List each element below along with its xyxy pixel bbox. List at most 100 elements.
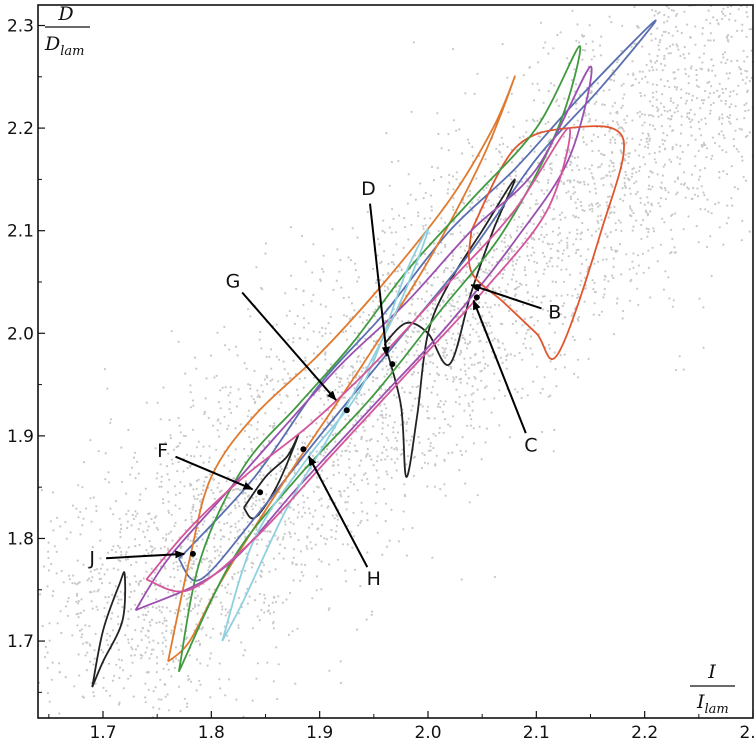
background-point [355, 360, 359, 363]
background-point [245, 552, 248, 555]
background-point [306, 536, 309, 539]
background-point [606, 195, 610, 198]
background-point [88, 591, 92, 594]
annotation-label-c: C [524, 435, 537, 457]
background-point [660, 62, 663, 65]
background-point [327, 398, 330, 401]
background-point [250, 566, 254, 569]
background-point [365, 319, 368, 322]
y-tick-label: 2.3 [7, 17, 34, 37]
background-point [545, 262, 548, 265]
background-point [410, 110, 413, 113]
background-point [637, 264, 641, 267]
background-point [303, 376, 306, 380]
background-point [696, 187, 699, 190]
background-point [547, 121, 550, 124]
background-point [468, 142, 471, 145]
background-point [127, 509, 130, 512]
background-point [694, 43, 697, 46]
annotation-arrow-b [470, 284, 542, 310]
background-point [577, 168, 581, 171]
background-point [552, 208, 555, 211]
background-point [156, 528, 160, 531]
background-point [603, 287, 606, 291]
background-point [495, 147, 498, 150]
background-point [209, 696, 212, 699]
background-point [92, 691, 95, 694]
background-point [501, 276, 504, 279]
background-point [269, 612, 272, 615]
background-point [537, 135, 540, 138]
background-point [652, 96, 655, 99]
background-point [702, 306, 705, 309]
background-point [603, 153, 606, 157]
background-point [442, 351, 445, 354]
background-point [663, 109, 666, 112]
background-point [407, 238, 410, 241]
background-point [616, 121, 619, 124]
background-point [130, 654, 133, 657]
background-point [464, 369, 467, 373]
background-point [469, 206, 472, 209]
background-point [107, 551, 110, 554]
background-point [309, 541, 312, 544]
background-point [569, 181, 572, 184]
background-point [189, 384, 192, 387]
background-point [630, 45, 633, 48]
background-point [451, 415, 455, 418]
background-point [449, 365, 452, 368]
background-point [264, 597, 267, 600]
background-point [575, 39, 578, 42]
background-point [436, 276, 439, 279]
background-point [307, 526, 311, 529]
background-point [321, 334, 324, 338]
background-point [603, 278, 606, 281]
background-point [178, 424, 181, 427]
background-point [532, 222, 535, 226]
background-point [686, 186, 689, 189]
background-point [351, 373, 354, 376]
background-point [170, 330, 173, 333]
background-point [466, 343, 469, 346]
background-point [412, 331, 415, 334]
background-point [547, 140, 550, 143]
background-point [646, 196, 649, 199]
background-point [540, 301, 543, 304]
background-point [162, 502, 165, 505]
background-point [324, 351, 327, 354]
background-point [203, 410, 206, 414]
background-point [730, 165, 733, 168]
background-point [680, 115, 683, 118]
background-point [144, 696, 147, 699]
background-point [506, 283, 509, 286]
background-point [229, 531, 232, 534]
background-point [348, 317, 351, 320]
background-point [194, 597, 197, 600]
background-point [440, 175, 443, 179]
background-point [317, 486, 320, 489]
background-point [277, 595, 280, 598]
background-point [647, 266, 650, 269]
background-point [153, 547, 156, 550]
background-point [301, 441, 304, 444]
background-point [150, 618, 154, 622]
background-point [576, 318, 579, 321]
background-point [717, 23, 720, 26]
background-point [383, 487, 386, 491]
background-point [266, 661, 269, 664]
background-point [533, 260, 536, 263]
background-point [465, 294, 468, 297]
background-point [720, 130, 723, 133]
background-point [694, 164, 697, 167]
background-point [272, 388, 275, 391]
background-point [380, 387, 383, 390]
background-point [707, 210, 710, 213]
background-point [728, 18, 731, 21]
background-point [207, 569, 210, 572]
background-point [626, 114, 629, 118]
background-point [581, 35, 585, 38]
background-point [164, 645, 168, 648]
background-point [735, 93, 739, 96]
background-point [131, 648, 134, 651]
background-point [430, 294, 433, 297]
